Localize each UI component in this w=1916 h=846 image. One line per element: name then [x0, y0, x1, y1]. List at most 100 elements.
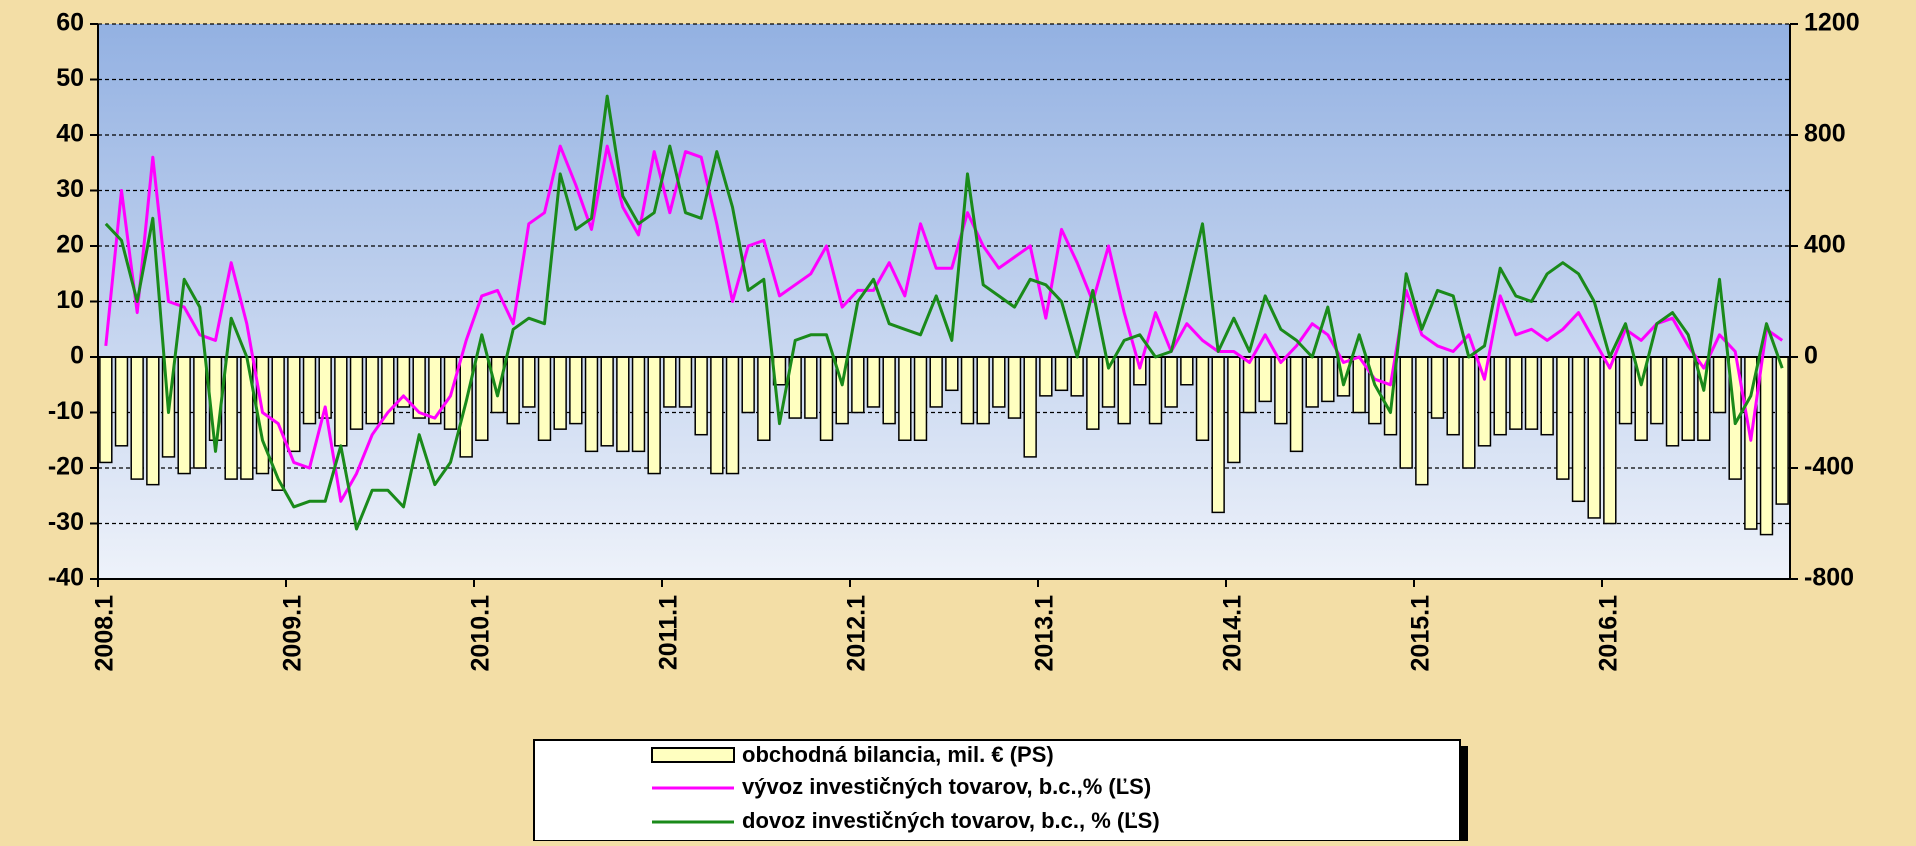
bar — [584, 356, 599, 453]
x-tick-label: 2008.1 — [90, 595, 118, 672]
bar — [1665, 356, 1680, 447]
bar — [804, 356, 818, 419]
y-tick-label: 60 — [56, 9, 84, 37]
bar — [177, 356, 191, 475]
bar — [349, 356, 364, 430]
bar — [1650, 356, 1664, 425]
bar — [1258, 356, 1272, 403]
bar — [929, 356, 943, 408]
bar — [1086, 356, 1100, 430]
bar — [1524, 356, 1539, 430]
bar — [1415, 356, 1429, 486]
bar — [99, 356, 113, 464]
bar — [1007, 356, 1022, 419]
bar — [960, 356, 975, 425]
bar — [1493, 356, 1507, 436]
bar — [757, 356, 771, 441]
bar — [898, 356, 912, 441]
x-tick-label: 2012.1 — [842, 595, 870, 672]
bar — [1759, 356, 1774, 536]
bar — [287, 356, 301, 453]
bar — [1211, 356, 1225, 514]
legend-shadow — [1460, 746, 1468, 841]
bar — [1321, 356, 1335, 403]
line — [104, 94, 1784, 531]
bar — [522, 356, 536, 408]
x-tick-label: 2010.1 — [466, 595, 494, 672]
bar — [851, 356, 865, 414]
bar — [1681, 356, 1695, 441]
x-tick-label: 2009.1 — [278, 595, 306, 672]
bar — [992, 356, 1006, 408]
legend-swatch — [651, 747, 735, 763]
bar — [1023, 356, 1037, 458]
x-tick-label: 2015.1 — [1406, 595, 1434, 672]
bar — [1039, 356, 1053, 397]
bar — [1227, 356, 1241, 464]
bar — [647, 356, 661, 475]
bar — [1148, 356, 1163, 425]
bar — [678, 356, 693, 408]
bar — [1164, 356, 1178, 408]
bar — [1430, 356, 1445, 419]
bar — [913, 356, 928, 441]
legend-label: obchodná bilancia, mil. € (PS) — [742, 742, 1054, 767]
bar — [1618, 356, 1633, 425]
bar — [302, 356, 317, 425]
bar — [334, 356, 348, 447]
x-tick-label: 2013.1 — [1030, 595, 1058, 672]
y-tick-label: -20 — [48, 453, 84, 481]
bar — [146, 356, 160, 486]
bar — [1117, 356, 1131, 425]
bar — [616, 356, 630, 453]
bar — [1603, 356, 1617, 525]
bar — [1587, 356, 1601, 519]
bar — [365, 356, 379, 425]
bar — [1180, 356, 1194, 386]
x-tick-label: 2014.1 — [1218, 595, 1246, 672]
bar — [1195, 356, 1210, 441]
bar — [882, 356, 896, 425]
bar — [631, 356, 646, 453]
y-tick-label: -40 — [48, 564, 84, 592]
y-tick-label: 0 — [70, 342, 84, 370]
y-tick-label: -10 — [48, 397, 84, 425]
bar — [1133, 356, 1147, 386]
legend: obchodná bilancia, mil. € (PS) výv­oz in… — [533, 739, 1468, 842]
y2-tick-label: -800 — [1804, 564, 1854, 592]
legend-label: výv­oz investičných tovarov, b.c.,% (ĽS) — [742, 774, 1151, 799]
y2-tick-label: 800 — [1804, 120, 1846, 148]
legend-label: dovoz investičných tovarov, b.c., % (ĽS) — [742, 808, 1160, 833]
bar — [819, 356, 834, 441]
line — [104, 144, 1784, 503]
y-tick-label: 20 — [56, 231, 84, 259]
bar — [945, 356, 959, 392]
y-tick-label: -30 — [48, 508, 84, 536]
bar — [1712, 356, 1727, 414]
bar — [1556, 356, 1570, 480]
y-tick-label: 50 — [56, 64, 84, 92]
bar — [1462, 356, 1476, 469]
bar — [224, 356, 238, 480]
bar — [114, 356, 129, 447]
y2-tick-label: -400 — [1804, 453, 1854, 481]
bar — [1509, 356, 1523, 430]
y-tick-label: 30 — [56, 175, 84, 203]
bar — [663, 356, 677, 408]
bar — [130, 356, 144, 480]
bar — [569, 356, 583, 425]
y2-tick-label: 400 — [1804, 231, 1846, 259]
bar — [475, 356, 489, 441]
bar — [866, 356, 881, 408]
bar — [741, 356, 755, 414]
bar — [1274, 356, 1288, 425]
y-tick-label: 10 — [56, 286, 84, 314]
bar — [1305, 356, 1319, 408]
bar — [1289, 356, 1304, 453]
bar — [600, 356, 614, 447]
y2-tick-label: 0 — [1804, 342, 1818, 370]
bar — [694, 356, 708, 436]
bar — [1070, 356, 1084, 397]
